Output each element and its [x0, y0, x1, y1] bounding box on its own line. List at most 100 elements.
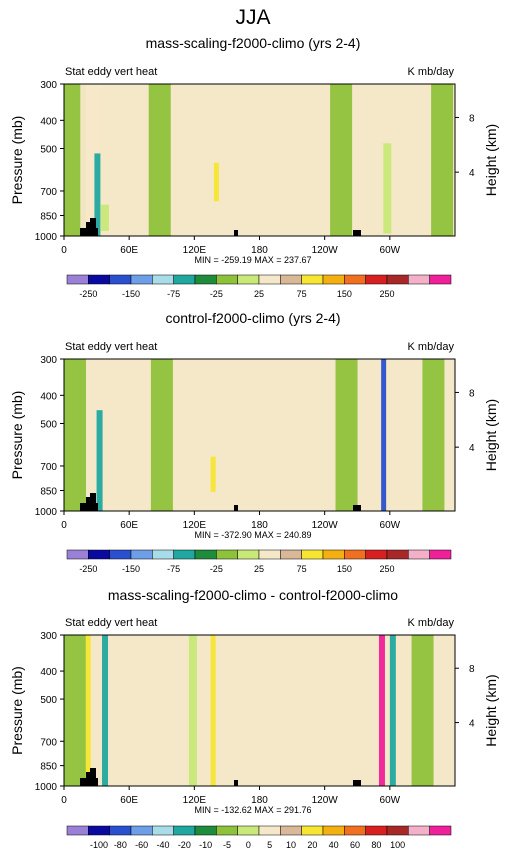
field-band — [422, 359, 445, 511]
panel-2: control-f2000-climo (yrs 2-4) Stat eddy v… — [9, 310, 499, 574]
colorbar: -100 -80 -60 -40 -20 -10 -5 0 5 10 20 40 60 80 100 — [66, 825, 452, 850]
terrain — [80, 493, 361, 511]
y-tick-label: 400 — [40, 667, 57, 678]
colorbar-swatch — [408, 825, 430, 836]
panel-title: mass-scaling-f2000-climo - control-f2000… — [108, 587, 398, 603]
colorbar-swatch — [152, 825, 174, 836]
colorbar-swatch — [386, 825, 409, 836]
colorbar-swatch — [152, 274, 174, 285]
colorbar-swatch — [66, 825, 89, 836]
panel-right-label: K mb/day — [408, 341, 455, 353]
colorbar-label: -60 — [135, 840, 148, 850]
colorbar-label: -5 — [223, 840, 231, 850]
colorbar-swatch — [429, 825, 452, 836]
y-tick-label: 700 — [40, 187, 57, 198]
colorbar-swatch — [258, 825, 281, 836]
colorbar-swatch — [88, 274, 110, 285]
field-band — [210, 635, 216, 786]
colorbar-swatch — [429, 549, 452, 560]
x-tick-label: 120W — [312, 245, 339, 256]
panel-left-label: Stat eddy vert heat — [65, 66, 157, 78]
field-band — [431, 84, 454, 236]
field — [64, 84, 454, 236]
colorbar-label: 25 — [254, 564, 264, 574]
colorbar-swatch — [130, 825, 153, 836]
y2-tick-label: 4 — [469, 719, 475, 730]
y-tick-label: 700 — [40, 462, 57, 473]
colorbar: -250 -150 -75 -25 25 75 150 250 — [66, 274, 452, 299]
colorbar-swatch — [344, 274, 366, 285]
y2-axis-label: Height (km) — [483, 399, 499, 471]
y-tick-label: 500 — [40, 144, 57, 155]
colorbar-label: 100 — [390, 840, 405, 850]
colorbar-label: -100 — [90, 840, 108, 850]
y-tick-label: 1000 — [35, 782, 58, 793]
colorbar-label: -10 — [199, 840, 212, 850]
y2-tick-label: 4 — [469, 168, 475, 179]
y-tick-label: 850 — [40, 486, 57, 497]
x-tick-label: 0 — [61, 245, 67, 256]
colorbar-swatch — [216, 274, 238, 285]
colorbar-swatch — [408, 274, 430, 285]
colorbar-swatch — [429, 274, 452, 285]
panel-left-label: Stat eddy vert heat — [65, 617, 157, 629]
colorbar-label: 150 — [337, 564, 352, 574]
colorbar-label: 250 — [379, 289, 394, 299]
stats-label: MIN = -259.19 MAX = 237.67 — [194, 255, 311, 265]
colorbar-swatch — [322, 549, 345, 560]
field-band — [330, 84, 353, 236]
terrain-block — [90, 493, 96, 497]
field-band — [188, 635, 197, 786]
colorbar-swatch — [258, 549, 281, 560]
plot-background — [64, 84, 455, 236]
y-tick-label: 300 — [40, 80, 57, 91]
field-band — [335, 359, 358, 511]
panel-3: mass-scaling-f2000-climo - control-f2000… — [9, 587, 499, 850]
field-band — [100, 204, 109, 231]
y-axis-label: Pressure (mb) — [9, 116, 25, 205]
terrain-block — [80, 503, 98, 511]
colorbar-swatch — [280, 274, 302, 285]
colorbar-swatch — [280, 825, 302, 836]
colorbar-swatch — [173, 825, 196, 836]
colorbar-label: -250 — [79, 564, 97, 574]
x-tick-label: 60W — [380, 245, 401, 256]
plot-background — [64, 635, 455, 786]
colorbar-swatch — [408, 549, 430, 560]
colorbar-swatch — [344, 825, 366, 836]
colorbar-swatch — [66, 549, 89, 560]
colorbar-label: 40 — [329, 840, 339, 850]
y-tick-label: 1000 — [35, 507, 58, 518]
colorbar-label: 250 — [379, 564, 394, 574]
field-band — [381, 359, 387, 511]
x-tick-label: 120E — [183, 795, 207, 806]
colorbar-swatch — [173, 274, 196, 285]
colorbar-label: -150 — [122, 564, 140, 574]
x-tick-label: 120W — [312, 520, 339, 531]
field-band — [383, 143, 392, 234]
colorbar-label: 75 — [297, 564, 307, 574]
y-tick-label: 400 — [40, 116, 57, 127]
y-tick-label: 1000 — [35, 232, 58, 243]
colorbar-label: 25 — [254, 289, 264, 299]
colorbar-swatch — [130, 274, 153, 285]
panel-title: mass-scaling-f2000-climo (yrs 2-4) — [146, 35, 361, 51]
field — [64, 359, 445, 511]
x-tick-label: 60E — [120, 520, 138, 531]
field-band — [64, 635, 86, 786]
terrain-block — [353, 230, 361, 236]
colorbar-swatch — [322, 274, 345, 285]
field-band — [378, 635, 385, 786]
colorbar-label: 60 — [350, 840, 360, 850]
terrain-block — [86, 222, 96, 228]
field-band — [148, 84, 171, 236]
colorbar-label: 5 — [267, 840, 272, 850]
colorbar-swatch — [301, 549, 324, 560]
colorbar-swatch — [237, 549, 260, 560]
colorbar-label: -20 — [178, 840, 191, 850]
plot-background — [64, 359, 455, 511]
x-tick-label: 60W — [380, 520, 401, 531]
colorbar-swatch — [152, 549, 174, 560]
y-tick-label: 850 — [40, 762, 57, 773]
colorbar-swatch — [194, 549, 217, 560]
